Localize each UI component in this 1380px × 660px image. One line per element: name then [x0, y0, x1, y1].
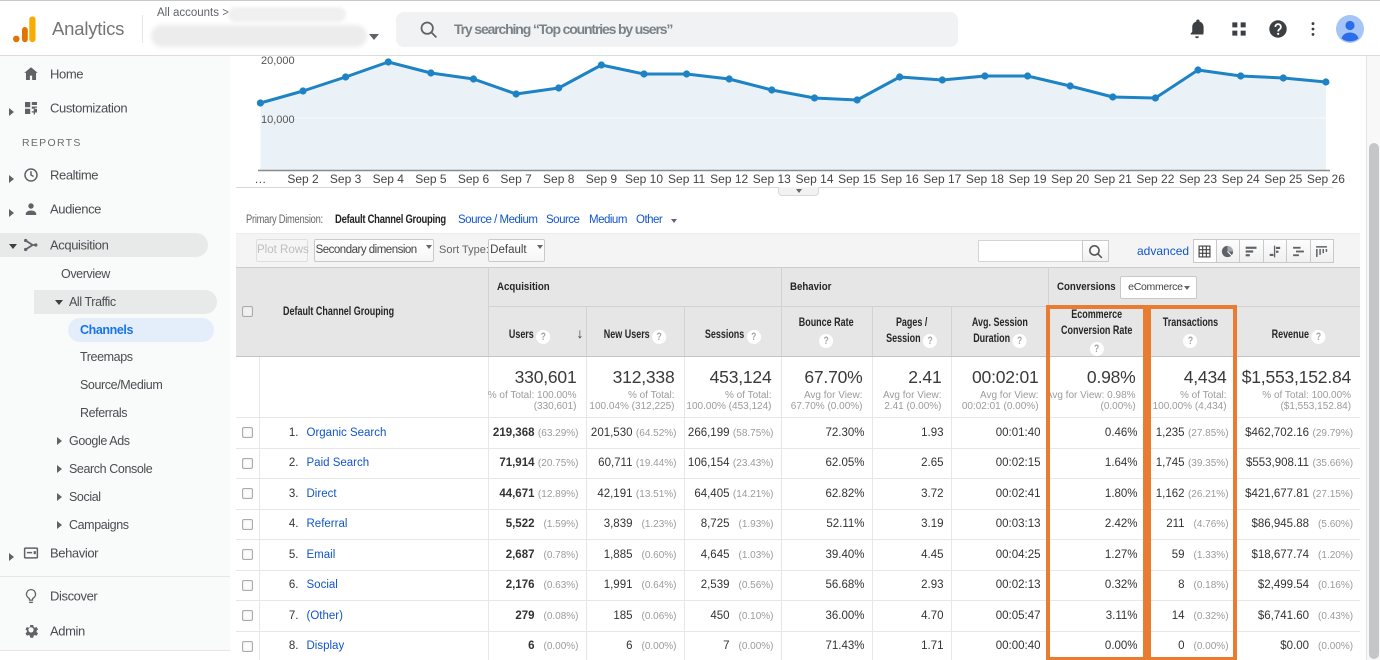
svg-text:Sep 26: Sep 26 [1307, 172, 1345, 186]
svg-text:Sep 14: Sep 14 [795, 172, 833, 186]
svg-text:Sep 13: Sep 13 [753, 172, 791, 186]
svg-text:Sep 4: Sep 4 [373, 172, 405, 186]
svg-text:Sep 22: Sep 22 [1136, 172, 1174, 186]
svg-text:Sep 16: Sep 16 [881, 172, 919, 186]
svg-text:Sep 20: Sep 20 [1051, 172, 1089, 186]
svg-text:Sep 10: Sep 10 [625, 172, 663, 186]
svg-text:Sep 21: Sep 21 [1094, 172, 1132, 186]
svg-text:Sep 7: Sep 7 [500, 172, 532, 186]
svg-text:10,000: 10,000 [261, 114, 295, 126]
svg-text:Sep 3: Sep 3 [330, 172, 362, 186]
svg-text:Sep 11: Sep 11 [668, 172, 705, 186]
svg-text:Sep 24: Sep 24 [1222, 172, 1260, 186]
svg-text:Sep 9: Sep 9 [586, 172, 618, 186]
svg-text:Sep 6: Sep 6 [458, 172, 490, 186]
svg-text:Sep 18: Sep 18 [966, 172, 1004, 186]
svg-text:Sep 8: Sep 8 [543, 172, 575, 186]
svg-text:Sep 15: Sep 15 [838, 172, 876, 186]
svg-text:Sep 5: Sep 5 [415, 172, 447, 186]
svg-text:Sep 2: Sep 2 [287, 172, 319, 186]
svg-text:Sep 12: Sep 12 [710, 172, 748, 186]
svg-text:Sep 17: Sep 17 [923, 172, 961, 186]
svg-text:…: … [254, 172, 266, 186]
svg-text:Sep 23: Sep 23 [1179, 172, 1217, 186]
svg-text:20,000: 20,000 [261, 56, 295, 67]
svg-text:Sep 25: Sep 25 [1264, 172, 1302, 186]
svg-text:Sep 19: Sep 19 [1009, 172, 1047, 186]
